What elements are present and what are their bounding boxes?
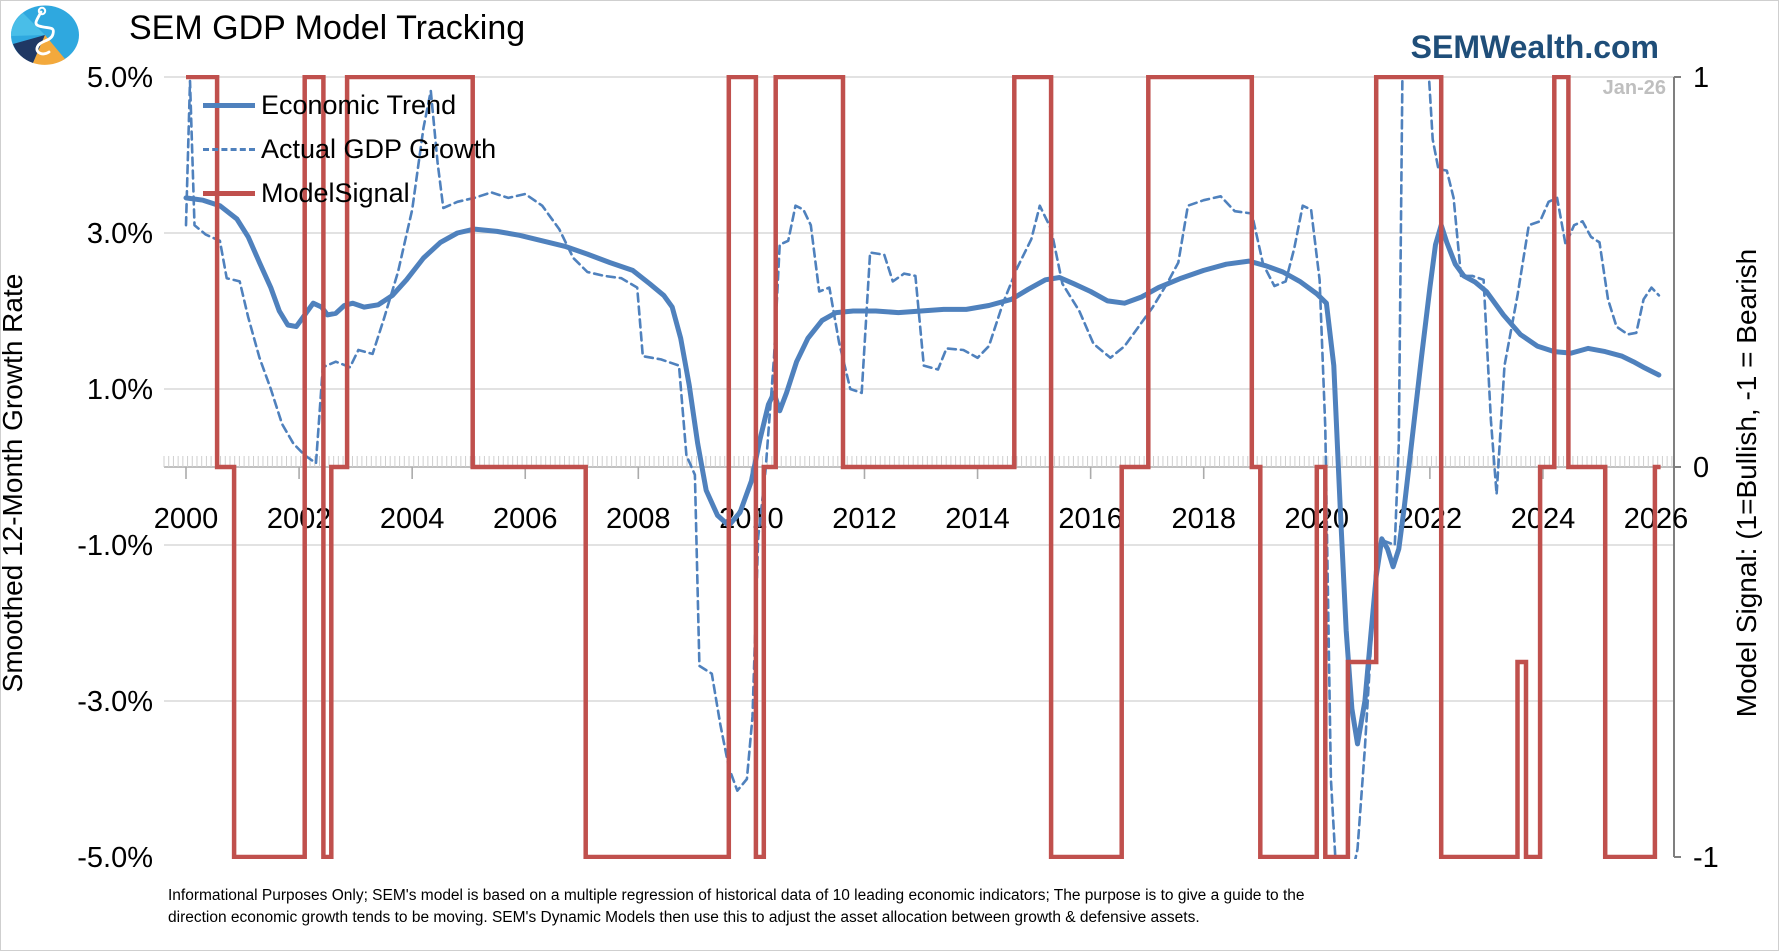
chart-legend: Economic Trend Actual GDP Growth ModelSi… — [203, 83, 496, 215]
x-tick-label: 2002 — [267, 503, 332, 535]
page-title: SEM GDP Model Tracking — [129, 9, 526, 47]
last-point-label: Jan-26 — [1602, 77, 1666, 99]
legend-item-actual-gdp-growth: Actual GDP Growth — [203, 127, 496, 171]
disclaimer-line-1: Informational Purposes Only; SEM's model… — [168, 887, 1305, 904]
website-label: SEMWealth.com — [1410, 29, 1659, 65]
y-left-tick-label: -3.0% — [77, 686, 153, 718]
x-tick-label: 2012 — [832, 503, 897, 535]
legend-label: Economic Trend — [261, 89, 457, 120]
actual-gdp-growth-line — [184, 75, 1661, 859]
right-axis-title: Model Signal: (1=Bullish, -1 = Bearish — [1731, 248, 1762, 718]
logo-navy-wedge — [13, 35, 45, 63]
x-tick-label: 2000 — [154, 503, 219, 535]
x-tick-label: 2008 — [606, 503, 671, 535]
legend-item-economic-trend: Economic Trend — [203, 83, 496, 127]
left-axis-title: Smoothed 12-Month Growth Rate — [0, 273, 28, 693]
model-signal-line — [186, 75, 1661, 859]
y-right-tick-label: 0 — [1693, 452, 1709, 484]
logo-figure — [34, 10, 55, 56]
disclaimer: Informational Purposes Only; SEM's model… — [168, 885, 1648, 928]
y-left-tick-label: 5.0% — [87, 62, 153, 94]
x-tick-label: 2024 — [1511, 503, 1576, 535]
logo-light-wedge — [10, 13, 46, 36]
x-tick-label: 2018 — [1171, 503, 1236, 535]
sem-pie-logo — [10, 5, 79, 65]
y-right-tick-label: -1 — [1693, 842, 1719, 874]
logo-orange-wedge — [33, 35, 65, 65]
y-left-tick-label: 1.0% — [87, 374, 153, 406]
x-tick-label: 2004 — [380, 503, 445, 535]
x-tick-label: 2022 — [1398, 503, 1463, 535]
dashed-line-icon — [203, 147, 255, 151]
red-line-icon — [203, 190, 255, 196]
solid-line-icon — [203, 102, 255, 108]
logo-figure-head — [37, 6, 47, 16]
x-tick-label: 2014 — [945, 503, 1010, 535]
y-left-tick-label: -5.0% — [77, 842, 153, 874]
y-left-tick-label: -1.0% — [77, 530, 153, 562]
y-left-tick-label: 3.0% — [87, 218, 153, 250]
legend-label: ModelSignal — [261, 177, 410, 208]
disclaimer-line-2: direction economic growth tends to be mo… — [168, 908, 1200, 926]
legend-label: Actual GDP Growth — [261, 133, 497, 164]
economic-trend-line — [183, 195, 1662, 747]
x-tick-label: 2006 — [493, 503, 558, 535]
x-tick-label: 2016 — [1058, 503, 1123, 535]
legend-item-modelsignal: ModelSignal — [203, 171, 496, 215]
y-right-tick-label: 1 — [1693, 62, 1709, 94]
